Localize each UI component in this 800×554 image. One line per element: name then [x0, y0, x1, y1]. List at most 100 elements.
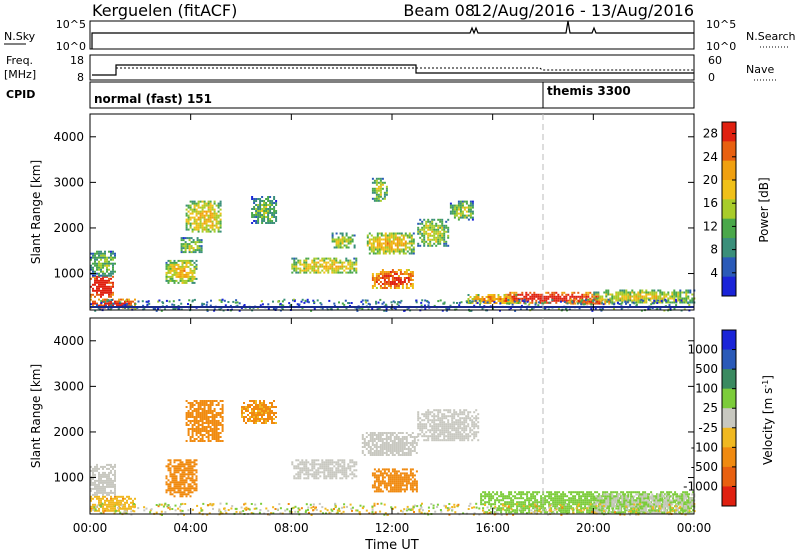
power-cell: [295, 265, 298, 268]
velocity-cell: [90, 477, 92, 480]
velocity-cell: [173, 479, 176, 482]
power-cell: [345, 307, 348, 310]
velocity-cell: [439, 421, 442, 424]
velocity-cell: [387, 436, 390, 438]
velocity-cell: [193, 483, 196, 486]
power-cell: [675, 301, 678, 304]
power-cell: [325, 267, 328, 270]
power-cell: [370, 244, 373, 247]
velocity-cell: [425, 427, 428, 430]
power-cell: [193, 275, 196, 278]
velocity-cell: [407, 482, 410, 485]
velocity-cell: [389, 432, 392, 434]
power-cell: [499, 302, 502, 305]
velocity-cell: [201, 404, 204, 406]
velocity-cell: [241, 408, 243, 410]
power-cell: [103, 300, 105, 303]
velocity-cell: [443, 425, 446, 428]
velocity-cell: [401, 484, 404, 487]
velocity-cell: [327, 473, 330, 476]
velocity-cell: [169, 489, 172, 492]
velocity-cell: [207, 420, 210, 422]
velocity-cell: [373, 482, 376, 485]
power-cell: [269, 200, 272, 202]
velocity-cell: [191, 402, 194, 404]
velocity-cell: [253, 420, 255, 422]
velocity-cell: [108, 499, 110, 502]
power-cell: [130, 302, 132, 305]
power-cell: [253, 214, 256, 216]
power-cell: [590, 298, 593, 301]
power-cell: [98, 283, 100, 286]
power-colorbar-tick-label: 20: [703, 173, 718, 187]
power-cell: [377, 279, 380, 281]
power-cell: [619, 299, 622, 302]
freq-frame: [89, 54, 695, 81]
power-cell: [185, 281, 188, 284]
power-cell: [621, 301, 624, 304]
velocity-cell: [391, 490, 394, 493]
velocity-cell: [217, 414, 220, 416]
power-cell: [323, 257, 326, 260]
power-cell: [526, 300, 529, 303]
power-cell: [529, 291, 532, 294]
velocity-cell: [299, 477, 302, 480]
velocity-cell: [187, 402, 190, 404]
velocity-cell: [457, 429, 460, 432]
power-cell: [637, 293, 640, 296]
velocity-cell: [457, 423, 460, 426]
velocity-cell: [187, 434, 190, 436]
power-cell: [463, 206, 466, 209]
power-cell: [596, 300, 599, 303]
power-cell: [657, 289, 660, 292]
velocity-cell: [209, 412, 212, 414]
velocity-cell: [447, 437, 450, 440]
velocity-cell: [379, 434, 382, 436]
power-cell: [261, 218, 264, 220]
velocity-cell: [375, 454, 378, 456]
velocity-cell: [209, 426, 212, 428]
power-cell: [471, 210, 474, 213]
power-cell: [345, 232, 348, 235]
velocity-cell: [243, 406, 245, 408]
power-cell: [112, 302, 115, 305]
power-cell: [381, 183, 384, 186]
power-cell: [379, 185, 382, 188]
power-cell: [681, 291, 684, 294]
velocity-cell: [526, 491, 529, 494]
velocity-cell: [520, 503, 523, 506]
power-cell: [547, 291, 550, 294]
power-cell: [411, 279, 414, 281]
velocity-cell: [463, 427, 466, 430]
power-cell: [181, 259, 184, 262]
power-cell: [238, 309, 241, 312]
power-cell: [110, 254, 112, 257]
power-cell: [447, 218, 450, 221]
velocity-cell: [90, 497, 92, 500]
velocity-cell: [199, 412, 202, 414]
power-cell: [236, 304, 239, 307]
power-cell: [194, 251, 197, 254]
velocity-cell: [540, 499, 543, 502]
power-cell: [330, 307, 333, 310]
velocity-cell: [108, 509, 110, 512]
velocity-cell: [389, 486, 392, 489]
power-cell: [376, 232, 379, 235]
power-cell: [94, 274, 96, 277]
freq-tick-top: 18: [70, 54, 84, 67]
power-cell: [94, 283, 96, 286]
velocity-cell: [401, 440, 404, 442]
velocity-cell: [307, 477, 310, 480]
velocity-cell: [199, 400, 202, 402]
velocity-cell: [295, 465, 298, 468]
velocity-cell: [393, 484, 396, 487]
velocity-cell: [301, 463, 304, 466]
power-cell: [383, 273, 386, 275]
power-cell: [201, 200, 204, 203]
velocity-cell: [90, 481, 92, 484]
velocity-cell: [437, 419, 440, 422]
power-cell: [197, 202, 200, 205]
power-cell: [102, 264, 104, 267]
velocity-cell: [363, 440, 366, 442]
power-cell: [349, 259, 352, 262]
